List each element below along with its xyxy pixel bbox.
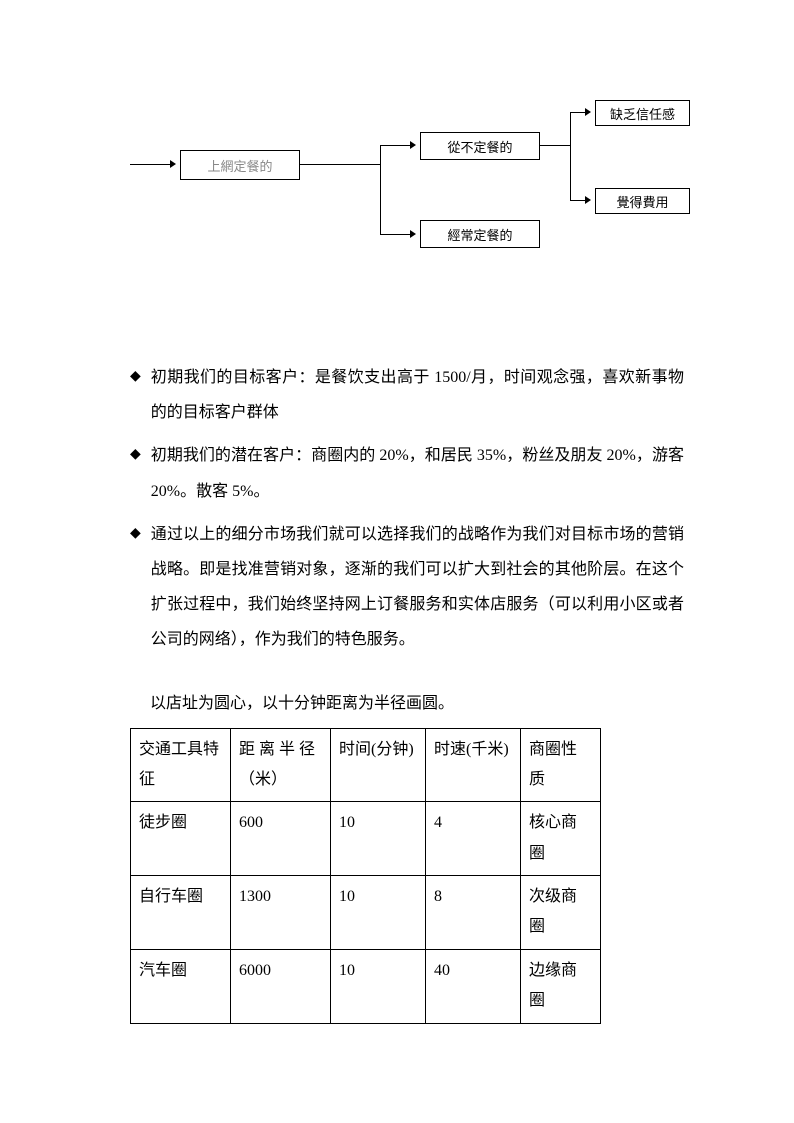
table-cell: 边缘商圈 bbox=[521, 949, 601, 1023]
table-caption: 以店址为圆心，以十分钟距离为半径画圆。 bbox=[150, 688, 684, 720]
table-cell: 核心商圈 bbox=[521, 802, 601, 876]
table-cell: 40 bbox=[426, 949, 521, 1023]
table-row: 徒步圈 600 10 4 核心商圈 bbox=[131, 802, 601, 876]
table-header-cell: 时速(千米) bbox=[426, 728, 521, 802]
diamond-icon: ◆ bbox=[130, 438, 141, 508]
bullet-text: 通过以上的细分市场我们就可以选择我们的战略作为我们对目标市场的营销战略。即是找准… bbox=[151, 517, 684, 658]
flow-box-lack-trust: 缺乏信任感 bbox=[595, 100, 690, 126]
table-cell: 10 bbox=[331, 949, 426, 1023]
table-cell: 10 bbox=[331, 876, 426, 950]
table-cell: 1300 bbox=[231, 876, 331, 950]
arrow-icon bbox=[410, 230, 416, 238]
table-cell: 汽车圈 bbox=[131, 949, 231, 1023]
flow-line bbox=[380, 164, 381, 234]
arrow-icon bbox=[410, 141, 416, 149]
flow-line bbox=[380, 234, 410, 235]
bullet-item: ◆ 通过以上的细分市场我们就可以选择我们的战略作为我们对目标市场的营销战略。即是… bbox=[130, 517, 684, 658]
flowchart-diagram: 上網定餐的 從不定餐的 缺乏信任感 經常定餐的 bbox=[130, 100, 684, 300]
diamond-icon: ◆ bbox=[130, 517, 141, 658]
table-header-cell: 交通工具特征 bbox=[131, 728, 231, 802]
flow-box-never-order: 從不定餐的 bbox=[420, 132, 540, 160]
table-cell: 次级商圈 bbox=[521, 876, 601, 950]
table-cell: 600 bbox=[231, 802, 331, 876]
table-header-cell: 距 离 半 径（米） bbox=[231, 728, 331, 802]
flow-line bbox=[380, 145, 410, 146]
table-cell: 自行车圈 bbox=[131, 876, 231, 950]
arrow-icon bbox=[585, 108, 591, 116]
flow-line bbox=[570, 112, 571, 146]
bullet-item: ◆ 初期我们的目标客户：是餐饮支出高于 1500/月，时间观念强，喜欢新事物的的… bbox=[130, 360, 684, 430]
table-cell: 6000 bbox=[231, 949, 331, 1023]
flow-box-online-order: 上網定餐的 bbox=[180, 150, 300, 180]
table-row: 自行车圈 1300 10 8 次级商圈 bbox=[131, 876, 601, 950]
flow-line bbox=[380, 145, 381, 165]
bullet-item: ◆ 初期我们的潜在客户：商圈内的 20%，和居民 35%，粉丝及朋友 20%，游… bbox=[130, 438, 684, 508]
table-cell: 徒步圈 bbox=[131, 802, 231, 876]
table-header-row: 交通工具特征 距 离 半 径（米） 时间(分钟) 时速(千米) 商圈性质 bbox=[131, 728, 601, 802]
table-header-cell: 商圈性质 bbox=[521, 728, 601, 802]
table-row: 汽车圈 6000 10 40 边缘商圈 bbox=[131, 949, 601, 1023]
flow-box-feel-cost: 覺得費用 bbox=[595, 188, 690, 214]
bullet-list: ◆ 初期我们的目标客户：是餐饮支出高于 1500/月，时间观念强，喜欢新事物的的… bbox=[130, 360, 684, 658]
diamond-icon: ◆ bbox=[130, 360, 141, 430]
arrow-icon bbox=[170, 160, 176, 168]
flow-line bbox=[570, 200, 585, 201]
flow-line bbox=[130, 164, 170, 165]
bullet-text: 初期我们的潜在客户：商圈内的 20%，和居民 35%，粉丝及朋友 20%，游客 … bbox=[151, 438, 684, 508]
flow-line bbox=[570, 112, 585, 113]
table-cell: 10 bbox=[331, 802, 426, 876]
table-cell: 4 bbox=[426, 802, 521, 876]
flow-box-frequent-order: 經常定餐的 bbox=[420, 220, 540, 248]
flow-line bbox=[540, 145, 570, 146]
table-header-cell: 时间(分钟) bbox=[331, 728, 426, 802]
table-cell: 8 bbox=[426, 876, 521, 950]
flow-line bbox=[570, 145, 571, 200]
bullet-text: 初期我们的目标客户：是餐饮支出高于 1500/月，时间观念强，喜欢新事物的的目标… bbox=[151, 360, 684, 430]
arrow-icon bbox=[585, 196, 591, 204]
distance-table: 交通工具特征 距 离 半 径（米） 时间(分钟) 时速(千米) 商圈性质 徒步圈… bbox=[130, 728, 601, 1024]
flow-line bbox=[300, 164, 380, 165]
